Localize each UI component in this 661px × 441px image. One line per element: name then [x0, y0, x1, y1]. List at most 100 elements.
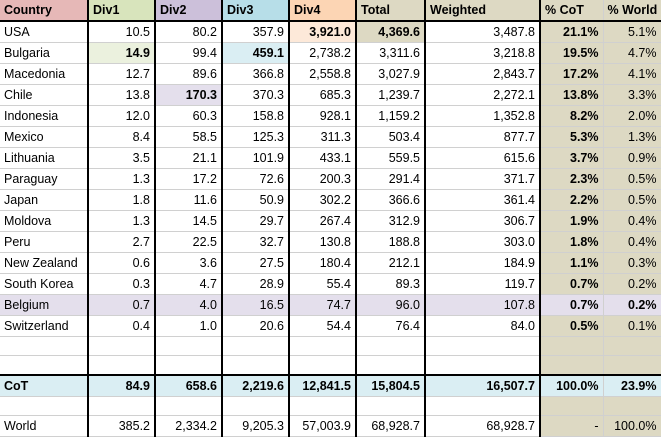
value-cell[interactable]: 1.0	[155, 315, 223, 337]
value-cell[interactable]: 4.7	[155, 273, 223, 295]
value-cell[interactable]: 12.0	[88, 105, 156, 127]
value-cell[interactable]: 0.7%	[540, 273, 604, 295]
value-cell[interactable]: 302.2	[289, 189, 357, 211]
value-cell[interactable]: 32.7	[222, 231, 290, 253]
value-cell[interactable]: 8.4	[88, 126, 156, 148]
empty-cell[interactable]	[222, 336, 290, 356]
value-cell[interactable]: 371.7	[425, 168, 541, 190]
empty-cell[interactable]	[0, 396, 89, 416]
value-cell[interactable]: 0.5%	[540, 315, 604, 337]
value-cell[interactable]: 54.4	[289, 315, 357, 337]
value-cell[interactable]: 1,159.2	[356, 105, 426, 127]
cot-value[interactable]: 12,841.5	[289, 375, 357, 397]
world-value[interactable]: 100.0%	[603, 415, 661, 437]
world-value[interactable]: 9,205.3	[222, 415, 290, 437]
country-cell[interactable]: Japan	[0, 189, 89, 211]
value-cell[interactable]: 1.3%	[603, 126, 661, 148]
value-cell[interactable]: 366.8	[222, 63, 290, 85]
value-cell[interactable]: 312.9	[356, 210, 426, 232]
value-cell[interactable]: 58.5	[155, 126, 223, 148]
header-cell[interactable]: Div4	[289, 0, 357, 22]
value-cell[interactable]: 180.4	[289, 252, 357, 274]
value-cell[interactable]: 1.8%	[540, 231, 604, 253]
world-value[interactable]: 2,334.2	[155, 415, 223, 437]
value-cell[interactable]: 22.5	[155, 231, 223, 253]
value-cell[interactable]: 357.9	[222, 21, 290, 43]
value-cell[interactable]: 0.4%	[603, 231, 661, 253]
value-cell[interactable]: 303.0	[425, 231, 541, 253]
empty-cell[interactable]	[540, 336, 604, 356]
empty-cell[interactable]	[88, 396, 156, 416]
value-cell[interactable]: 60.3	[155, 105, 223, 127]
value-cell[interactable]: 74.7	[289, 294, 357, 316]
value-cell[interactable]: 685.3	[289, 84, 357, 106]
empty-cell[interactable]	[540, 355, 604, 376]
cot-label[interactable]: CoT	[0, 375, 89, 397]
value-cell[interactable]: 13.8	[88, 84, 156, 106]
empty-cell[interactable]	[356, 396, 426, 416]
cot-value[interactable]: 84.9	[88, 375, 156, 397]
empty-cell[interactable]	[222, 355, 290, 376]
value-cell[interactable]: 2,843.7	[425, 63, 541, 85]
empty-cell[interactable]	[425, 336, 541, 356]
empty-cell[interactable]	[603, 396, 661, 416]
value-cell[interactable]: 3,027.9	[356, 63, 426, 85]
value-cell[interactable]: 8.2%	[540, 105, 604, 127]
value-cell[interactable]: 89.6	[155, 63, 223, 85]
value-cell[interactable]: 76.4	[356, 315, 426, 337]
country-cell[interactable]: Indonesia	[0, 105, 89, 127]
empty-cell[interactable]	[289, 336, 357, 356]
header-cell[interactable]: Div1	[88, 0, 156, 22]
header-cell[interactable]: % World	[603, 0, 661, 22]
cot-value[interactable]: 100.0%	[540, 375, 604, 397]
country-cell[interactable]: Bulgaria	[0, 42, 89, 64]
value-cell[interactable]: 80.2	[155, 21, 223, 43]
value-cell[interactable]: 119.7	[425, 273, 541, 295]
value-cell[interactable]: 928.1	[289, 105, 357, 127]
value-cell[interactable]: 1.3	[88, 168, 156, 190]
value-cell[interactable]: 0.3%	[603, 252, 661, 274]
value-cell[interactable]: 200.3	[289, 168, 357, 190]
value-cell[interactable]: 0.4	[88, 315, 156, 337]
value-cell[interactable]: 0.4%	[603, 210, 661, 232]
value-cell[interactable]: 10.5	[88, 21, 156, 43]
value-cell[interactable]: 0.1%	[603, 315, 661, 337]
value-cell[interactable]: 16.5	[222, 294, 290, 316]
header-cell[interactable]: Weighted	[425, 0, 541, 22]
value-cell[interactable]: 5.3%	[540, 126, 604, 148]
value-cell[interactable]: 0.7	[88, 294, 156, 316]
value-cell[interactable]: 0.2%	[603, 273, 661, 295]
country-cell[interactable]: Paraguay	[0, 168, 89, 190]
value-cell[interactable]: 101.9	[222, 147, 290, 169]
value-cell[interactable]: 1.8	[88, 189, 156, 211]
value-cell[interactable]: 0.3	[88, 273, 156, 295]
value-cell[interactable]: 84.0	[425, 315, 541, 337]
header-cell[interactable]: Total	[356, 0, 426, 22]
value-cell[interactable]: 99.4	[155, 42, 223, 64]
value-cell[interactable]: 2.0%	[603, 105, 661, 127]
value-cell[interactable]: 107.8	[425, 294, 541, 316]
value-cell[interactable]: 503.4	[356, 126, 426, 148]
value-cell[interactable]: 50.9	[222, 189, 290, 211]
value-cell[interactable]: 13.8%	[540, 84, 604, 106]
value-cell[interactable]: 0.5%	[603, 189, 661, 211]
empty-cell[interactable]	[289, 355, 357, 376]
value-cell[interactable]: 361.4	[425, 189, 541, 211]
value-cell[interactable]: 306.7	[425, 210, 541, 232]
cot-value[interactable]: 16,507.7	[425, 375, 541, 397]
empty-cell[interactable]	[88, 336, 156, 356]
value-cell[interactable]: 19.5%	[540, 42, 604, 64]
value-cell[interactable]: 184.9	[425, 252, 541, 274]
empty-cell[interactable]	[155, 355, 223, 376]
value-cell[interactable]: 366.6	[356, 189, 426, 211]
header-cell[interactable]: % CoT	[540, 0, 604, 22]
world-value[interactable]: 57,003.9	[289, 415, 357, 437]
value-cell[interactable]: 55.4	[289, 273, 357, 295]
value-cell[interactable]: 3.5	[88, 147, 156, 169]
value-cell[interactable]: 4.1%	[603, 63, 661, 85]
header-cell[interactable]: Country	[0, 0, 89, 22]
value-cell[interactable]: 170.3	[155, 84, 223, 106]
value-cell[interactable]: 0.6	[88, 252, 156, 274]
value-cell[interactable]: 130.8	[289, 231, 357, 253]
value-cell[interactable]: 125.3	[222, 126, 290, 148]
